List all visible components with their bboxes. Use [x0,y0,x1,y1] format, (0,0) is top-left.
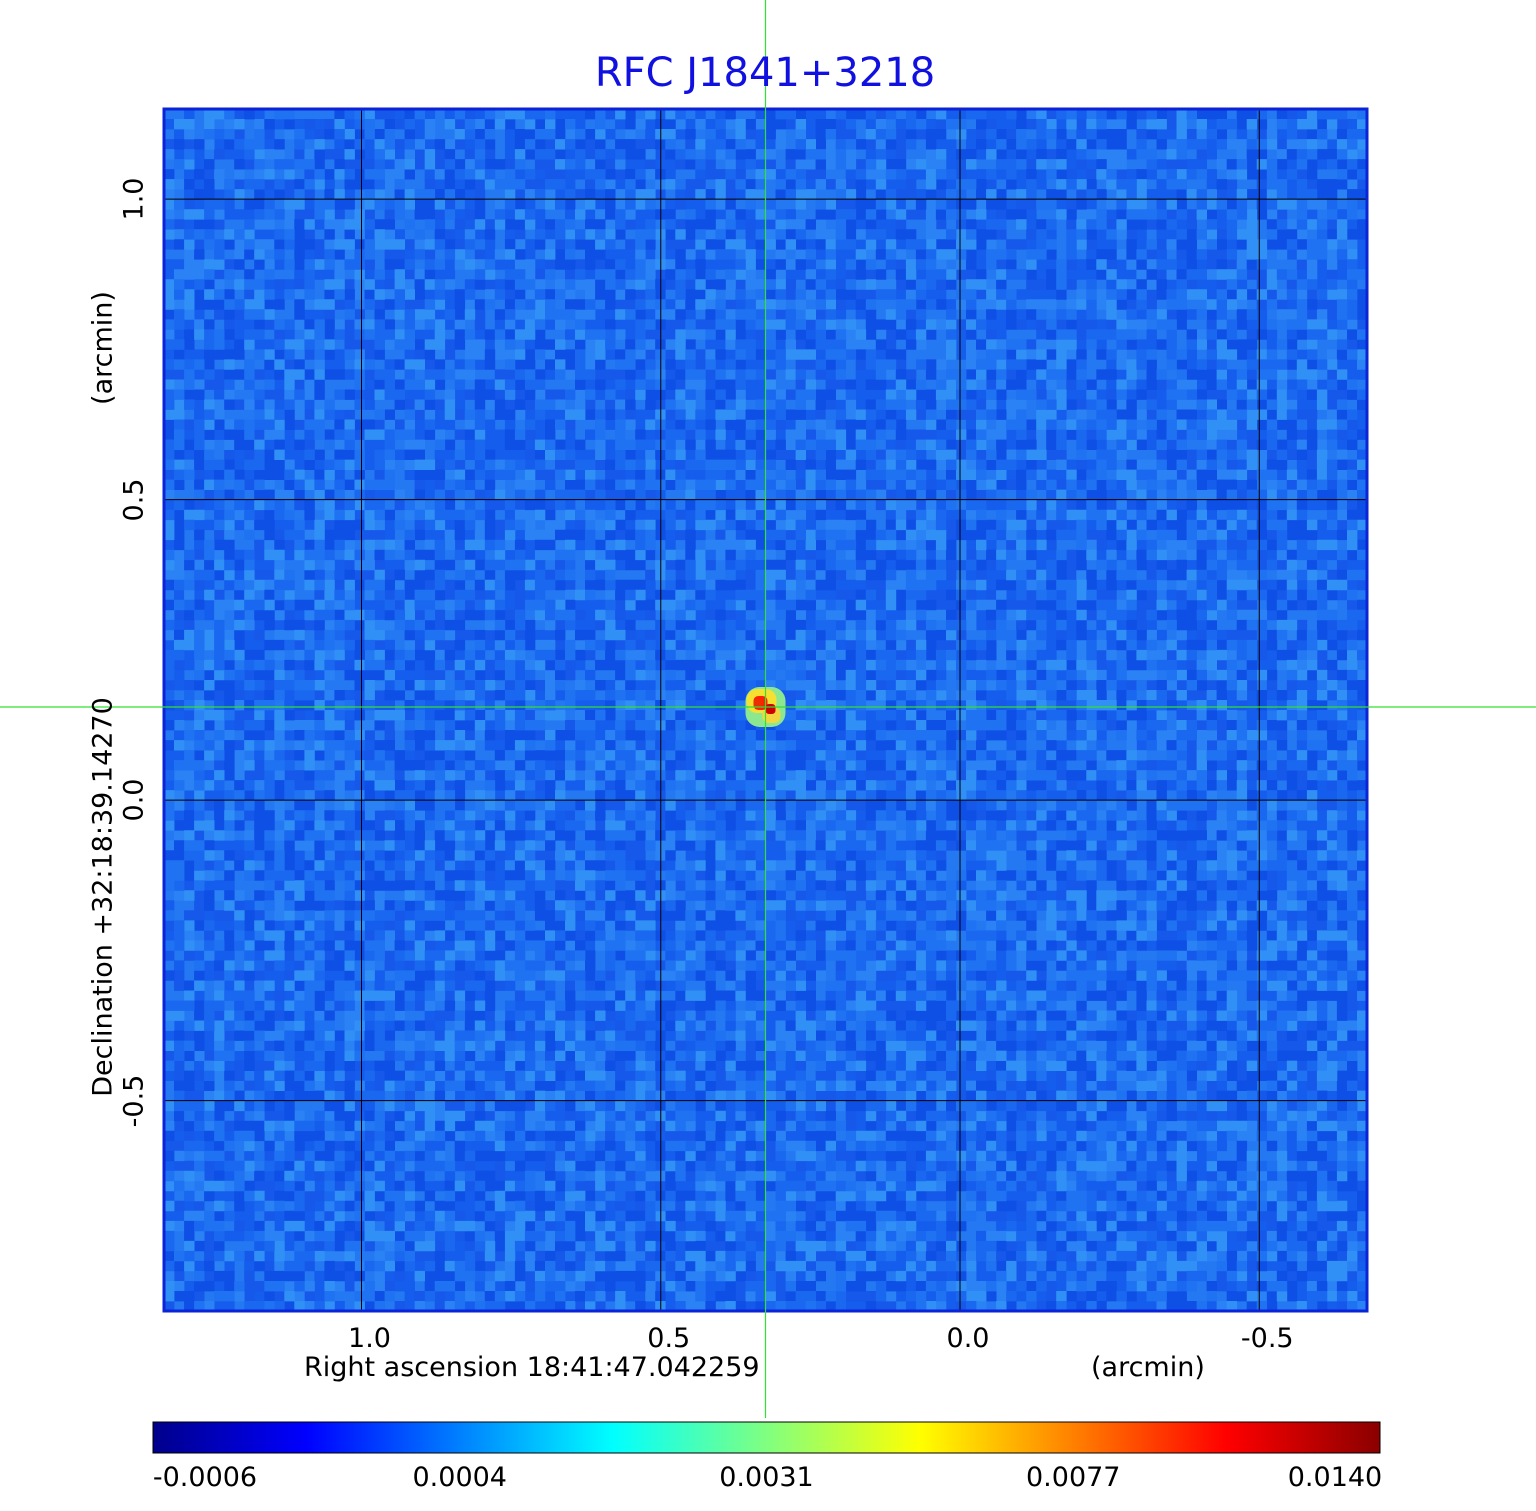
y-tick-label: 0.0 [118,778,150,822]
colorbar-tick-label: 0.0004 [412,1462,507,1493]
x-tick-label: 0.5 [647,1323,691,1354]
x-axis-unit: (arcmin) [1091,1352,1205,1383]
colorbar-tick-label: 0.0077 [1026,1462,1121,1493]
crosshair [0,0,1536,1418]
x-tick-label: 0.0 [946,1323,990,1354]
x-tick-label: 1.0 [348,1323,391,1354]
x-tick-label: -0.5 [1240,1323,1294,1354]
colorbar [152,1421,1381,1454]
y-axis-unit: (arcmin) [87,291,119,405]
colorbar-tick-label: 0.0031 [719,1462,814,1493]
y-tick-label: 1.0 [118,177,150,221]
x-axis-label: Right ascension 18:41:47.042259 [304,1352,760,1383]
y-tick-label: 0.5 [118,478,150,522]
y-axis-label: Declination +32:18:39.14270 [87,697,119,1097]
colorbar-tick-label: -0.0006 [152,1462,258,1493]
chart-title: RFC J1841+3218 [594,50,936,96]
y-tick-label: -0.5 [118,1074,150,1127]
colorbar-tick-label: 0.0140 [1287,1462,1383,1493]
